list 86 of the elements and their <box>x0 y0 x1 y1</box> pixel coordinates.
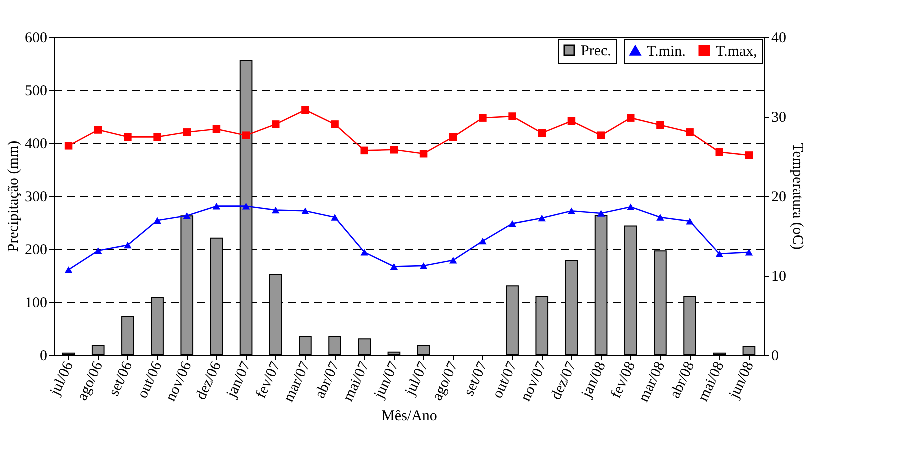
point <box>656 214 664 221</box>
legend-label: T.min. <box>647 44 686 60</box>
point <box>64 266 73 274</box>
point <box>331 120 339 128</box>
point <box>94 248 102 254</box>
point <box>302 106 310 114</box>
point <box>656 121 664 130</box>
point <box>627 204 635 210</box>
y-axis-title: Precipitação (mm) <box>6 140 22 252</box>
point <box>124 242 132 249</box>
x-tick-label: jan/07 <box>224 359 255 402</box>
point <box>538 214 546 222</box>
y-tick-label: 600 <box>25 30 48 46</box>
point <box>212 202 221 210</box>
x-tick-label: jul/06 <box>47 359 78 399</box>
x-tick-label: set/07 <box>461 359 492 399</box>
point <box>242 132 250 140</box>
point <box>360 249 368 256</box>
point <box>597 132 606 140</box>
y-tick-label: 300 <box>25 190 48 206</box>
x-tick-label: dez/06 <box>193 359 226 403</box>
x-tick-label: set/06 <box>106 359 136 399</box>
point <box>64 142 73 150</box>
x-tick-label: out/07 <box>490 359 521 402</box>
point <box>538 129 546 138</box>
y2-tick-label: 0 <box>772 348 779 364</box>
point <box>479 114 487 122</box>
x-tick-label: jan/08 <box>578 360 610 402</box>
x-tick-label: mai/08 <box>696 360 728 404</box>
point <box>154 133 162 142</box>
x-tick-label: jun/07 <box>371 359 403 402</box>
y-tick-label: 400 <box>25 136 48 152</box>
y-tick-label: 500 <box>25 84 48 100</box>
point <box>450 133 458 142</box>
point <box>390 263 398 270</box>
point <box>597 210 606 217</box>
point <box>716 250 724 258</box>
x-tick-label: jun/08 <box>726 360 758 402</box>
point <box>450 257 458 264</box>
point <box>745 249 754 256</box>
point <box>242 202 250 210</box>
x-tick-label: abr/07 <box>312 359 344 402</box>
point <box>94 126 102 134</box>
point <box>390 146 398 154</box>
y2-axis-title: Temperatura (oC) <box>790 143 806 250</box>
point <box>568 208 576 214</box>
y2-tick-label: 10 <box>772 269 786 285</box>
point <box>479 238 487 245</box>
point <box>686 128 694 136</box>
y-tick-label: 200 <box>25 242 48 258</box>
point <box>508 220 516 228</box>
point <box>420 150 428 158</box>
point <box>686 218 694 225</box>
point <box>272 120 280 128</box>
x-tick-label: jul/07 <box>402 359 432 399</box>
x-tick-label: mai/07 <box>340 359 373 404</box>
point <box>154 217 162 224</box>
point <box>716 148 724 156</box>
x-tick-label: ago/07 <box>430 359 462 404</box>
x-tick-label: nov/07 <box>518 359 550 404</box>
point <box>302 208 310 214</box>
point <box>183 212 191 220</box>
point <box>124 133 132 142</box>
point <box>627 114 635 122</box>
point <box>212 125 221 134</box>
y-tick-label: 100 <box>25 296 48 312</box>
legend-label: Prec. <box>581 44 612 60</box>
point <box>568 117 576 126</box>
point <box>183 128 191 136</box>
point <box>331 214 339 221</box>
y-tick-label: 0 <box>40 348 48 364</box>
x-tick-label: dez/07 <box>548 359 580 403</box>
point <box>272 206 280 214</box>
point <box>745 152 754 160</box>
x-tick-label: abr/08 <box>668 360 698 402</box>
point <box>360 146 368 155</box>
x-tick-label: ago/06 <box>74 359 107 404</box>
y2-tick-label: 40 <box>772 30 786 46</box>
x-tick-label: out/06 <box>134 359 166 402</box>
point <box>420 262 428 270</box>
x-tick-label: nov/06 <box>163 359 196 404</box>
y2-tick-label: 30 <box>772 110 786 126</box>
legend-label: T.max, <box>716 44 758 60</box>
y2-tick-label: 20 <box>772 190 786 206</box>
point <box>508 112 516 120</box>
x-axis-title: Mês/Ano <box>382 408 438 424</box>
